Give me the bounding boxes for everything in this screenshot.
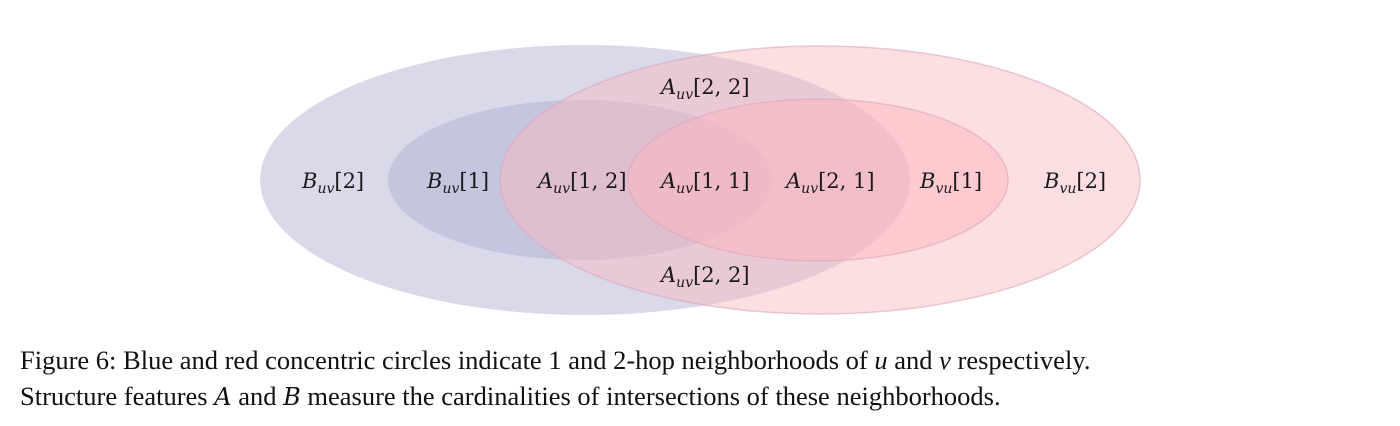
label-b-uv-2: Buv[2]	[301, 169, 364, 197]
figure-caption: Figure 6: Blue and red concentric circle…	[20, 342, 1392, 415]
variable-u: u	[874, 345, 888, 375]
caption-text: Structure features	[20, 381, 215, 411]
label-a-uv-2-2-top: Auv[2, 2]	[659, 75, 750, 103]
caption-text: Figure 6: Blue and red concentric circle…	[20, 345, 875, 375]
label-a-uv-2-2-bottom: Auv[2, 2]	[659, 263, 750, 291]
red-1hop-ellipse	[627, 98, 1009, 262]
label-a-uv-1-1: Auv[1, 1]	[659, 169, 750, 197]
caption-text: and	[887, 345, 940, 375]
variable-v: v	[939, 345, 951, 375]
label-b-vu-2: Bvu[2]	[1043, 169, 1106, 197]
caption-text: respectively.	[950, 345, 1091, 375]
caption-line-1: Figure 6: Blue and red concentric circle…	[20, 342, 1392, 378]
caption-text: measure the cardinalities of intersectio…	[300, 381, 1001, 411]
caption-text: and	[231, 381, 284, 411]
label-b-vu-1: Bvu[1]	[919, 169, 982, 197]
symbol-a: A	[214, 383, 232, 411]
label-b-uv-1: Buv[1]	[426, 169, 489, 197]
label-a-uv-1-2: Auv[1, 2]	[536, 169, 627, 197]
label-a-uv-2-1: Auv[2, 1]	[784, 169, 875, 197]
symbol-b: B	[283, 383, 301, 411]
venn-diagram: Buv[2] Buv[1] Auv[1, 2] Auv[1, 1] Auv[2,…	[260, 45, 1141, 315]
caption-line-2: Structure features A and B measure the c…	[20, 378, 1392, 415]
